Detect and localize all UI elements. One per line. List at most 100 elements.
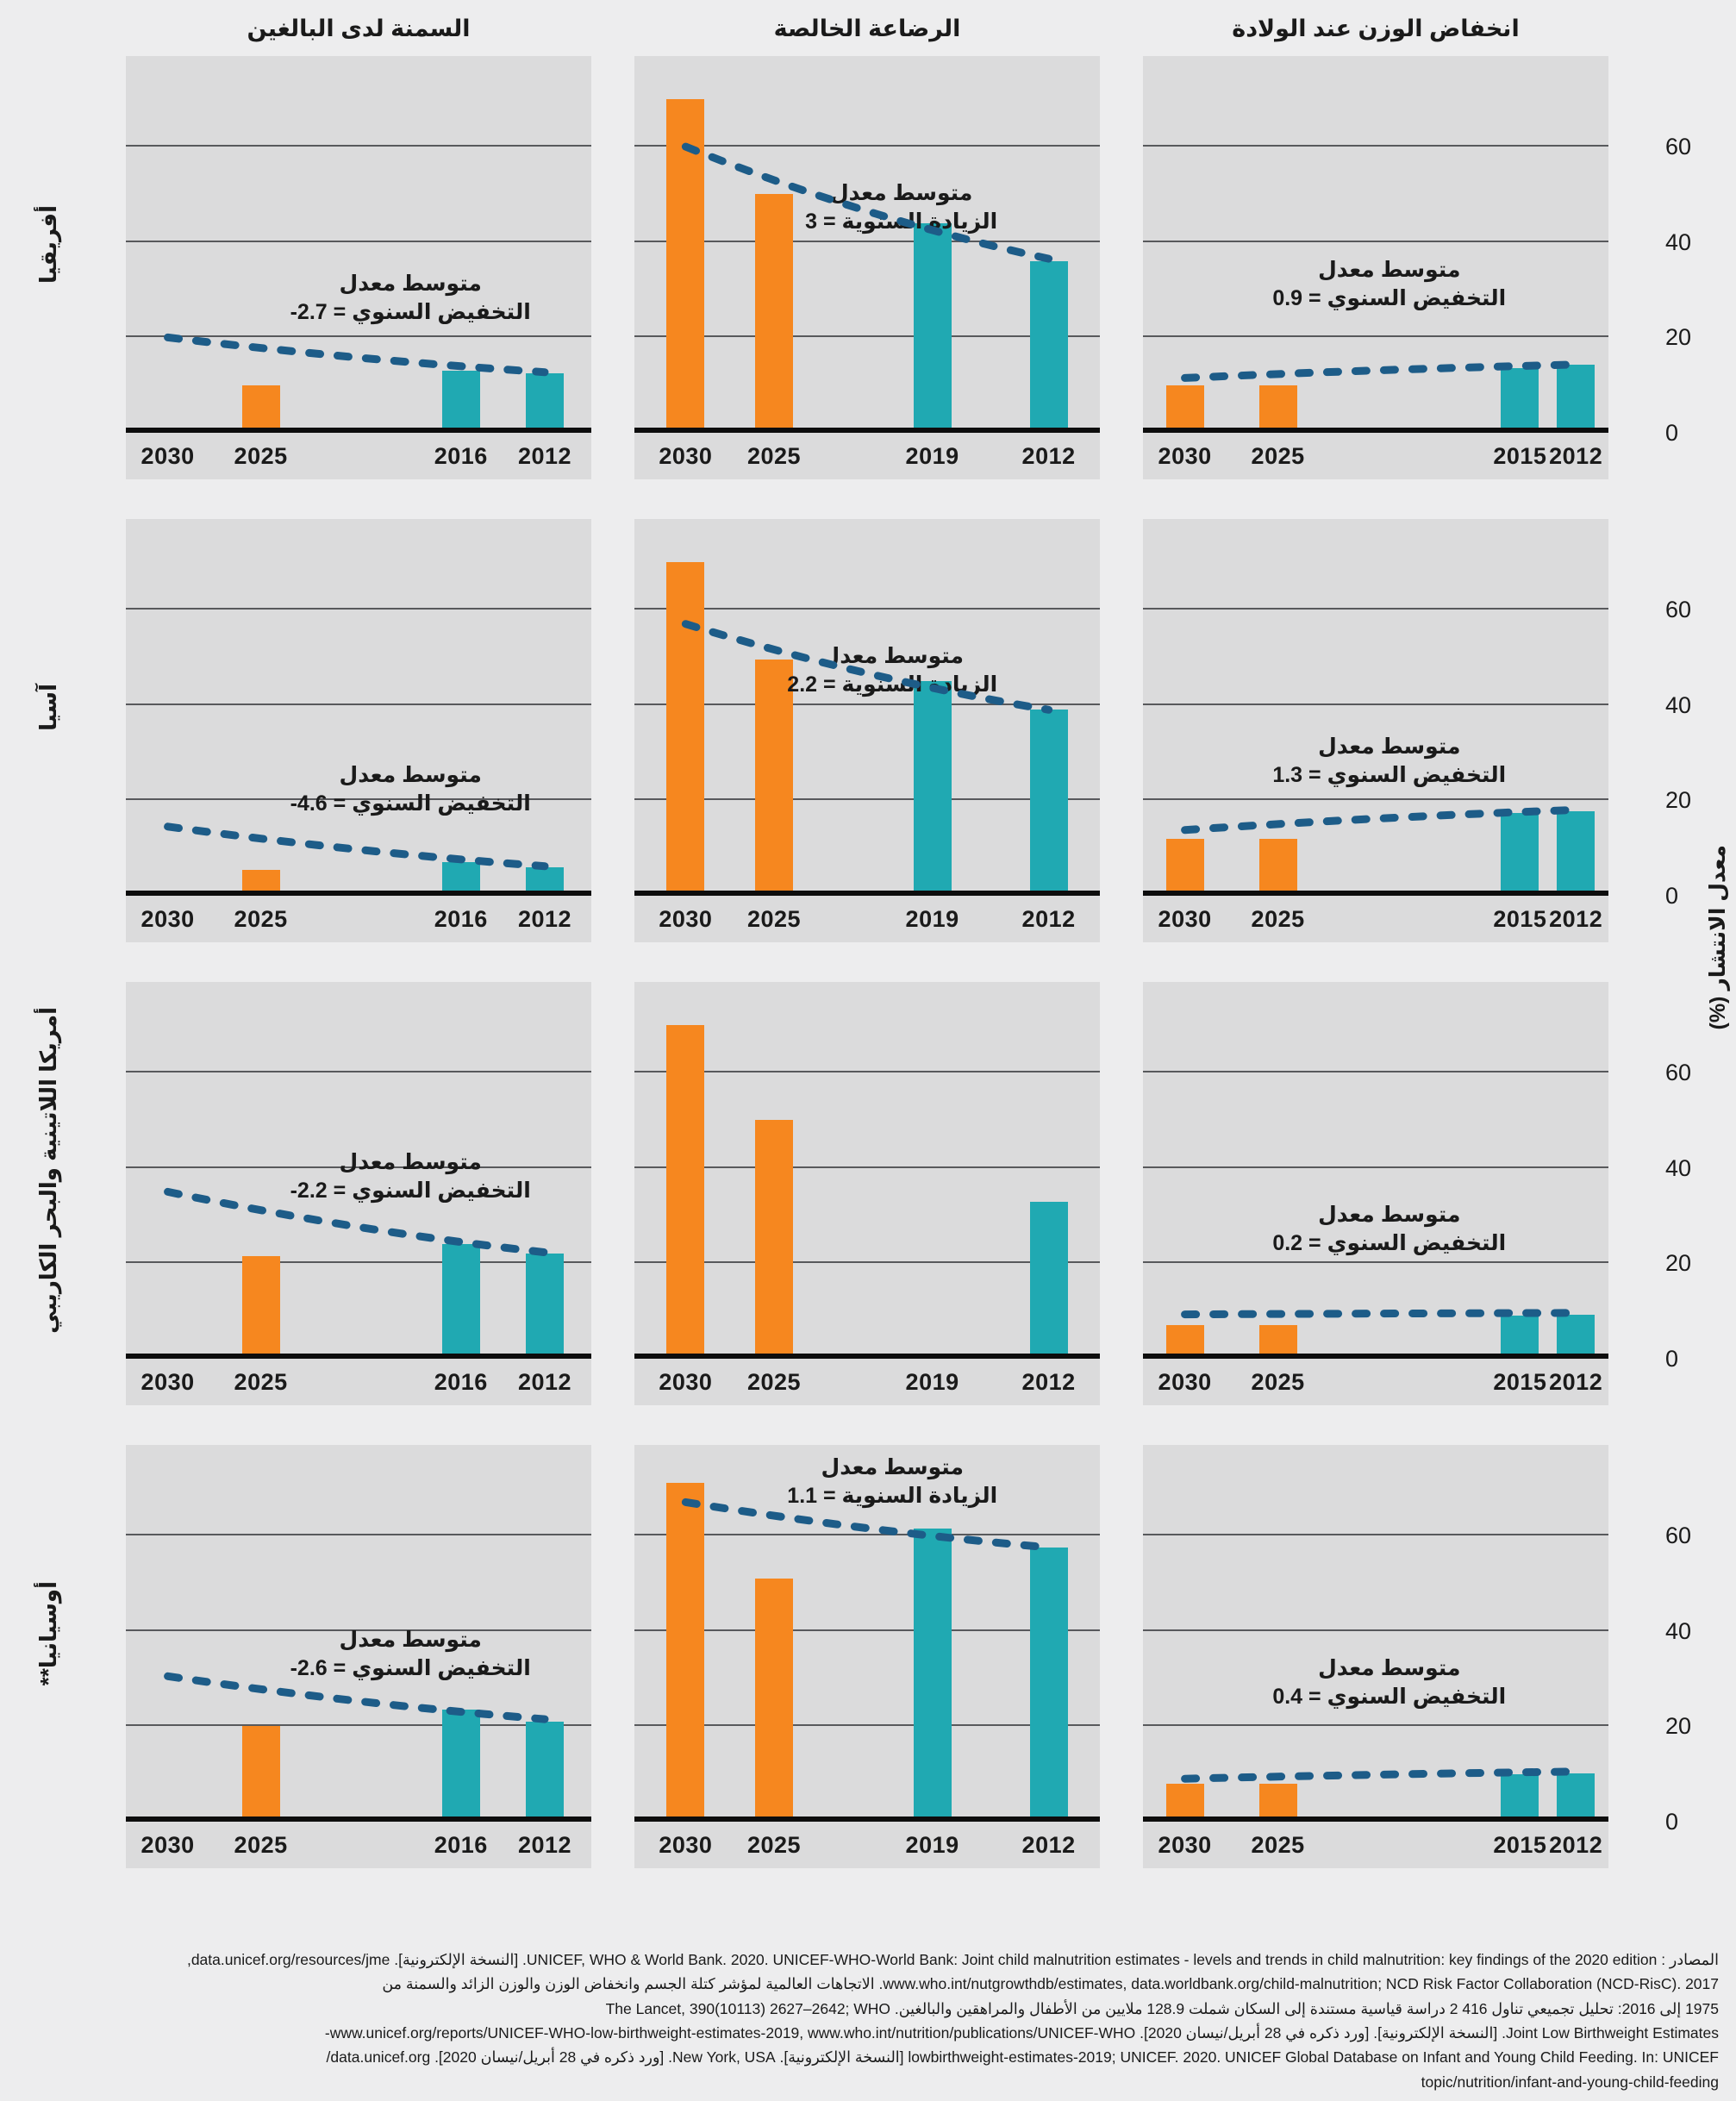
x-tick-2015: 2015	[1493, 906, 1547, 932]
y-tick-20: 20	[1665, 1713, 1692, 1739]
y-tick-60: 60	[1665, 1060, 1692, 1085]
x-tick-2030: 2030	[659, 1832, 713, 1858]
gridline-60	[1143, 145, 1608, 147]
x-axis-labels: 2030 2025 2019 2012	[634, 1359, 1100, 1405]
plot-area: متوسط معدل الزيادة السنوية = 2.2	[634, 519, 1100, 896]
x-tick-2019: 2019	[905, 1369, 959, 1395]
plot-area: متوسط معدل التخفيض السنوي = -2.6	[126, 1445, 591, 1822]
bar-2012	[526, 372, 564, 433]
annotation-line1: متوسط معدل	[339, 1627, 482, 1652]
y-tick-40: 40	[1665, 1618, 1692, 1644]
gridline-60	[634, 145, 1100, 147]
y-tick-40: 40	[1665, 229, 1692, 255]
sources-footer: المصادر : UNICEF, WHO & World Bank. 2020…	[45, 1948, 1719, 2094]
column-titles-row: السمنة لدى البالغين الرضاعة الخالصة انخف…	[14, 9, 1736, 56]
bar-2030	[1165, 1325, 1204, 1359]
x-tick-2030: 2030	[141, 1832, 195, 1858]
x-tick-2025: 2025	[746, 443, 802, 469]
y-tick-60: 60	[1665, 597, 1692, 622]
x-axis	[1143, 428, 1608, 433]
x-tick-2030: 2030	[141, 906, 195, 932]
x-tick-2030: 2030	[659, 1369, 713, 1395]
annotation-line2: التخفيض السنوي = 1.3	[1272, 763, 1507, 788]
annotation-rate: متوسط معدل التخفيض السنوي = 0.4	[1272, 1654, 1506, 1713]
annotation-line2: التخفيض السنوي = -2.7	[290, 300, 531, 325]
bar-2030	[1165, 838, 1204, 896]
bar-2016	[441, 1244, 480, 1359]
spacer	[1652, 9, 1712, 56]
x-tick-2025: 2025	[234, 1832, 288, 1858]
gridline-60	[1143, 1534, 1608, 1536]
annotation-line1: متوسط معدل	[339, 1149, 482, 1174]
x-axis-labels: 2030 2025 2015 2012	[1143, 896, 1608, 942]
annotation-line1: متوسط معدل	[829, 180, 973, 205]
annotation-rate: متوسط معدل التخفيض السنوي = -4.6	[290, 761, 531, 820]
x-tick-2012: 2012	[1549, 906, 1603, 932]
x-tick-2015: 2015	[1493, 1832, 1547, 1858]
y-tick-20: 20	[1665, 787, 1692, 813]
gridline-60	[634, 608, 1100, 610]
annotation-line2: التخفيض السنوي = 0.4	[1272, 1685, 1507, 1710]
chart-africa-low_birthweight: متوسط معدل التخفيض السنوي = 0.9 2030 2025 20…	[1143, 56, 1608, 479]
plot-area: متوسط معدل الزيادة السنوية = 3	[634, 56, 1100, 433]
column-title-adult-obesity: السمنة لدى البالغين	[247, 16, 471, 41]
bar-2016	[441, 1710, 480, 1822]
bar-2030	[666, 561, 705, 896]
plot-area: متوسط معدل التخفيض السنوي = 0.2	[1143, 982, 1608, 1359]
plot-area: متوسط معدل التخفيض السنوي = 0.9	[1143, 56, 1608, 433]
gridline-40	[634, 240, 1100, 242]
gridline-20	[126, 1724, 591, 1727]
bar-2030	[666, 1024, 705, 1359]
gridline-60	[126, 1534, 591, 1536]
bar-2025	[241, 1726, 280, 1822]
y-tick-40: 40	[1665, 692, 1692, 718]
trend-dashed-line	[164, 333, 549, 377]
gridline-40	[634, 1166, 1100, 1168]
annotation-line1: متوسط معدل	[821, 643, 964, 668]
chart-asia-exclusive_breastfeeding: متوسط معدل الزيادة السنوية = 2.2 2030 2025 2…	[634, 519, 1100, 942]
gridline-40	[126, 1166, 591, 1168]
x-tick-2030: 2030	[659, 443, 713, 469]
gridline-40	[126, 240, 591, 242]
annotation-line1: متوسط معدل	[1318, 734, 1461, 759]
bar-2012	[526, 1254, 564, 1359]
gridline-60	[1143, 608, 1608, 610]
chart-latin-america-caribbean-adult_obesity: متوسط معدل التخفيض السنوي = -2.2 2030 2025 2…	[126, 982, 591, 1405]
gridline-40	[634, 1629, 1100, 1631]
gridline-40	[126, 703, 591, 705]
bar-2012	[1557, 1315, 1595, 1359]
x-tick-2012: 2012	[1021, 1832, 1076, 1858]
gridline-20	[634, 1261, 1100, 1264]
x-axis	[634, 428, 1100, 433]
bar-2015	[1501, 368, 1539, 433]
x-axis	[126, 428, 591, 433]
chart-latin-america-caribbean-exclusive_breastfeeding: 2030 2025 2019 2012	[634, 982, 1100, 1405]
gridline-60	[126, 145, 591, 147]
chart-africa-adult_obesity: متوسط معدل التخفيض السنوي = -2.7 2030 2025 2…	[126, 56, 591, 479]
x-tick-2015: 2015	[1493, 1369, 1547, 1395]
x-axis-labels: 2030 2025 2016 2012	[126, 1822, 591, 1868]
gridline-20	[634, 798, 1100, 801]
x-axis-labels: 2030 2025 2016 2012	[126, 1359, 591, 1405]
y-tick-40: 40	[1665, 1155, 1692, 1181]
gridline-60	[634, 1534, 1100, 1536]
annotation-line1: متوسط معدل	[1318, 257, 1461, 282]
bar-2025	[755, 194, 793, 433]
bar-2030	[666, 98, 705, 433]
trend-dashed-line	[164, 1187, 549, 1257]
chart-oceania-low_birthweight: متوسط معدل التخفيض السنوي = 0.4 2030 2025 20…	[1143, 1445, 1608, 1868]
footer-line: topic/nutrition/infant-and-young-child-f…	[1421, 2073, 1719, 2091]
column-title-exclusive-breastfeeding: الرضاعة الخالصة	[773, 16, 961, 41]
x-axis	[126, 891, 591, 896]
bar-2012	[1557, 364, 1595, 433]
gridline-20	[634, 1724, 1100, 1727]
gridline-20	[634, 335, 1100, 338]
plot-area: متوسط معدل التخفيض السنوي = 1.3	[1143, 519, 1608, 896]
x-tick-2025: 2025	[746, 1369, 802, 1395]
x-axis	[1143, 1816, 1608, 1822]
plot-area	[634, 982, 1100, 1359]
annotation-line1: متوسط معدل	[821, 1454, 964, 1479]
x-tick-2012: 2012	[517, 1369, 572, 1395]
annotation-line2: التخفيض السنوي = 0.9	[1272, 286, 1507, 311]
gridline-40	[1143, 1166, 1608, 1168]
